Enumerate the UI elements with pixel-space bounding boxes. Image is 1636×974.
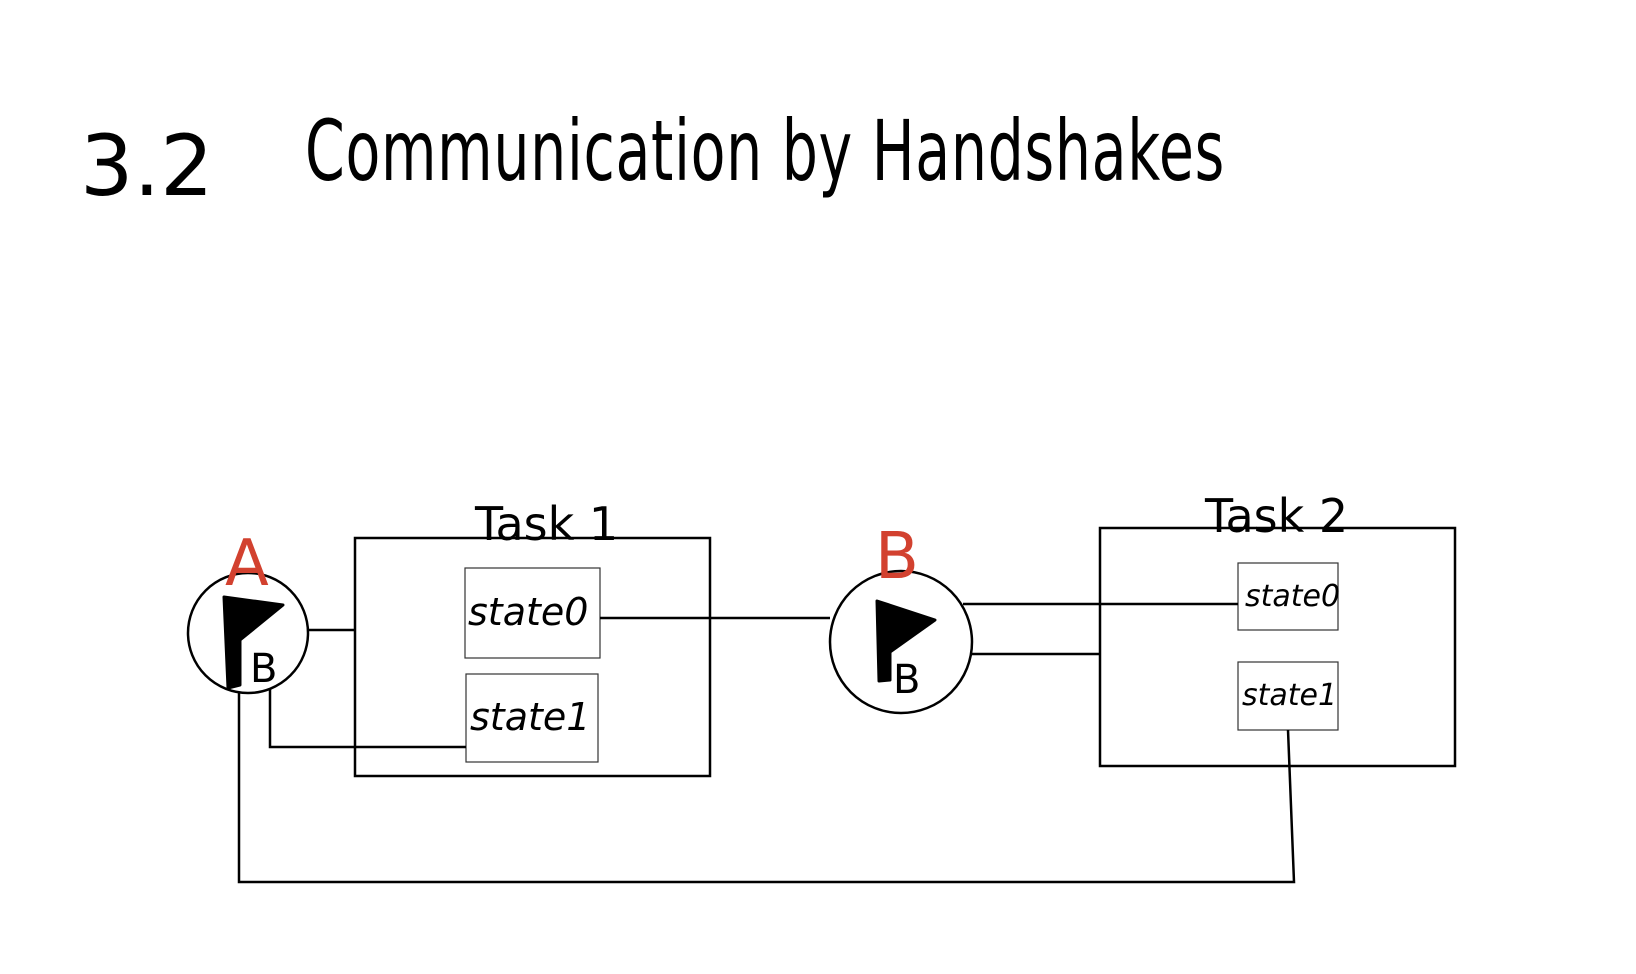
flag-a-letter: B: [250, 646, 277, 692]
task1-state0-box: [464, 567, 601, 659]
page-title: Communication by Handshakes: [305, 102, 1225, 200]
flag-b-label: B: [875, 520, 919, 594]
flag-icon: [875, 599, 937, 683]
task1-state1-box: [465, 673, 599, 763]
wire-task2-state1-loop-flagA: [237, 692, 1296, 884]
task1-label: Task 1: [474, 497, 618, 551]
wire-flagA-task1-state1: [268, 688, 466, 749]
flag-b-letter: B: [893, 657, 920, 703]
flag-b: B B: [828, 520, 974, 715]
task2-label: Task 2: [1204, 489, 1348, 543]
task2-state0-label: state0: [1245, 579, 1340, 614]
task2-state0-box: [1237, 562, 1339, 631]
flag-a-label: A: [225, 527, 269, 601]
section-number: 3.2: [80, 117, 214, 215]
task1-state1-label: state1: [470, 695, 590, 739]
flag-a: A B: [186, 527, 310, 695]
task2-box: [1098, 526, 1457, 768]
task1-state0-label: state0: [468, 590, 588, 634]
task1-box: [353, 536, 712, 778]
flag-icon: [222, 595, 285, 690]
task2-state1-label: state1: [1242, 678, 1337, 713]
